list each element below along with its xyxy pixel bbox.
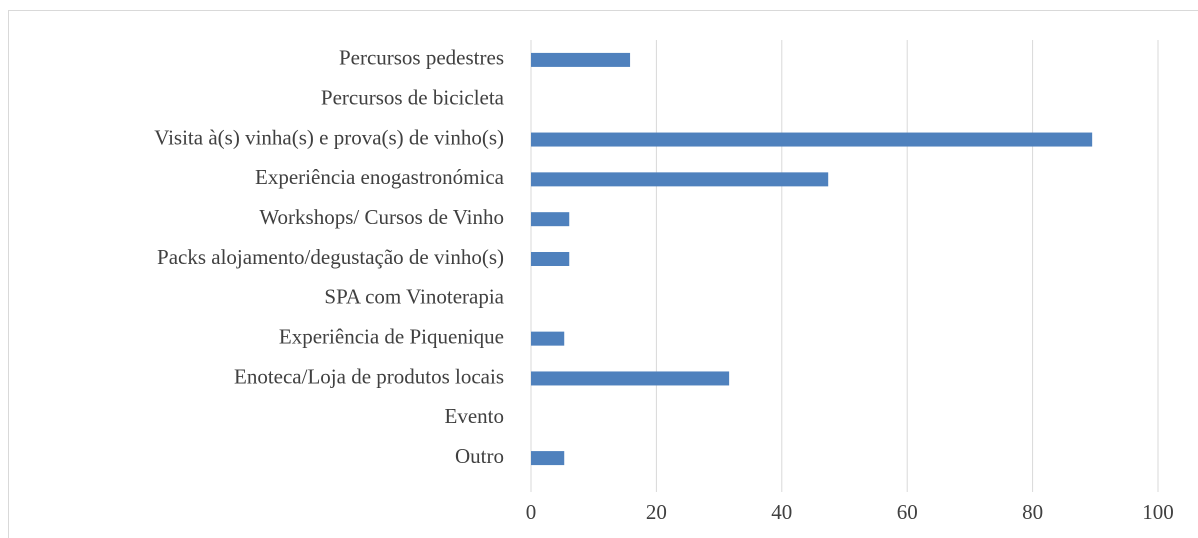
bar	[531, 132, 1093, 147]
y-tick-label: SPA com Vinoterapia	[324, 285, 504, 309]
x-tick-label: 0	[526, 500, 537, 524]
bar	[531, 252, 570, 266]
x-tick-label: 20	[646, 500, 667, 524]
x-tick-label: 100	[1142, 500, 1174, 524]
y-tick-label: Experiência de Piquenique	[279, 324, 504, 348]
y-tick-label: Outro	[455, 444, 504, 468]
x-tick-label: 80	[1022, 500, 1043, 524]
bar	[531, 212, 570, 227]
bar	[531, 172, 829, 187]
y-tick-label: Percursos de bicicleta	[321, 86, 505, 110]
bar	[531, 371, 730, 386]
bar	[531, 451, 565, 466]
y-tick-label: Packs alojamento/degustação de vinho(s)	[157, 245, 504, 269]
y-tick-label: Evento	[445, 404, 504, 428]
y-tick-label: Percursos pedestres	[339, 46, 504, 70]
y-tick-label: Workshops/ Cursos de Vinho	[259, 205, 504, 229]
y-tick-label: Visita à(s) vinha(s) e prova(s) de vinho…	[154, 125, 504, 149]
y-tick-label: Experiência enogastronómica	[255, 165, 505, 189]
bar	[531, 331, 565, 346]
x-tick-label: 40	[771, 500, 792, 524]
y-tick-label: Enoteca/Loja de produtos locais	[234, 364, 504, 388]
bar	[531, 52, 631, 67]
x-tick-label: 60	[897, 500, 918, 524]
